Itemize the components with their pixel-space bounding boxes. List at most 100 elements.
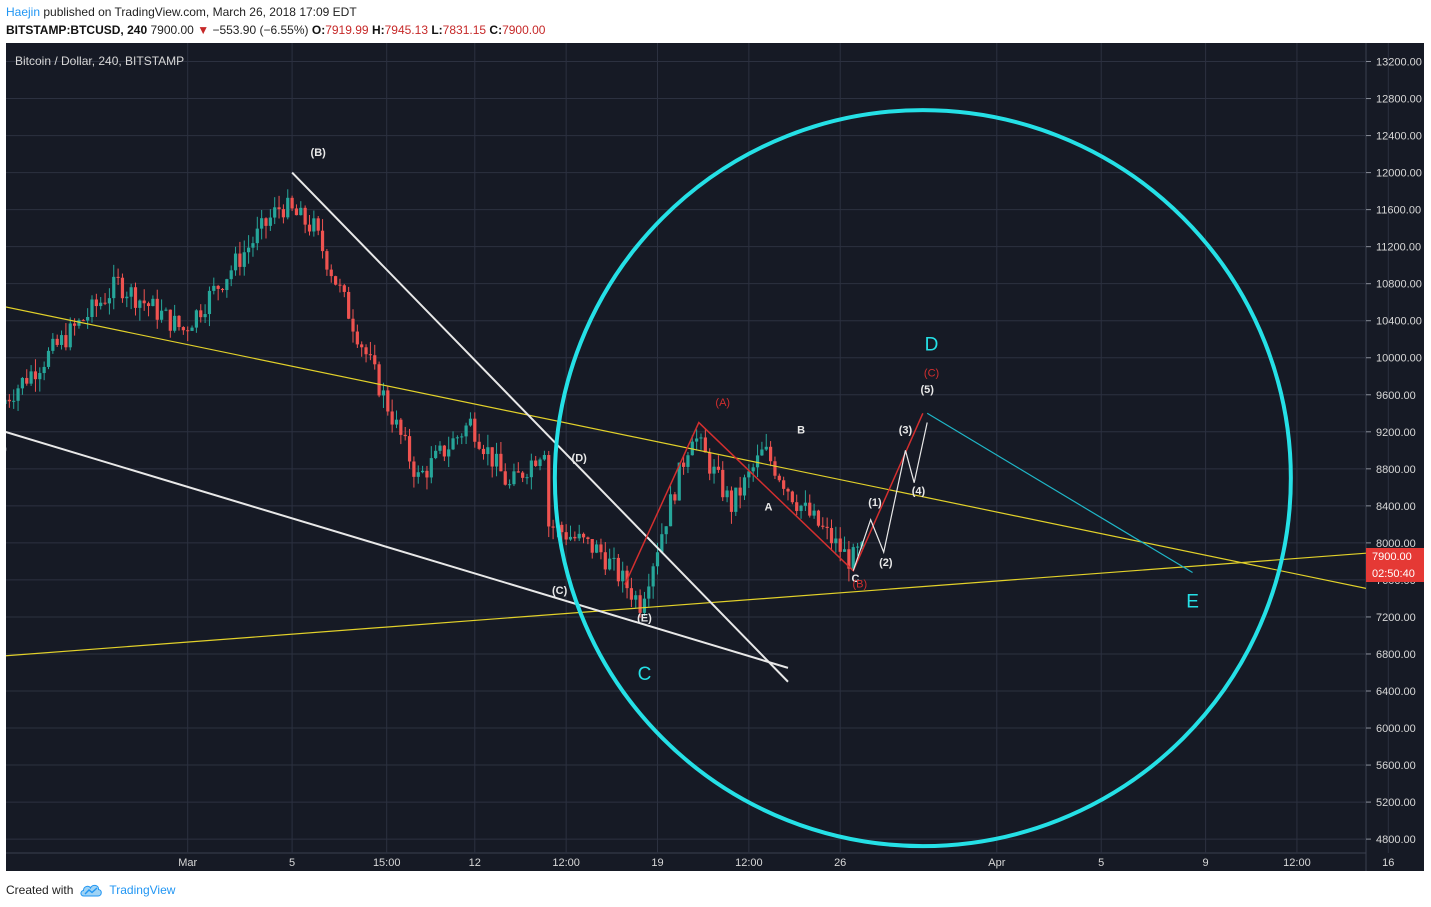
candle-body <box>103 302 107 304</box>
candle-body <box>212 285 216 291</box>
candle-body <box>181 327 185 331</box>
wave-label: D <box>925 334 939 355</box>
trend_upper-line[interactable] <box>6 306 1414 599</box>
wave-label: B <box>797 425 805 437</box>
cyan-projection-line[interactable] <box>926 412 1193 574</box>
candle-body <box>164 309 168 311</box>
price-tick-label: 10800.00 <box>1376 279 1422 291</box>
candle-body <box>399 419 403 435</box>
price-change: −553.90 (−6.55%) <box>212 23 309 37</box>
candle-body <box>734 487 738 512</box>
wave-labels: (B) (D) (C) (E)) A B C (1) (2) (3) (4) (5) (A) (B) (C)… <box>6 147 1199 685</box>
candle-body <box>264 218 268 226</box>
price-tick-label: 11200.00 <box>1376 242 1421 254</box>
down-arrow-icon: ▼ <box>197 23 210 37</box>
candle-body <box>303 207 307 225</box>
candle-body <box>516 471 520 473</box>
publish-line: Haejin published on TradingView.com, Mar… <box>6 4 1426 20</box>
candle-body <box>46 350 51 367</box>
candle-body <box>782 480 786 489</box>
high-value: 7945.13 <box>384 23 428 37</box>
countdown-label: 02:50:40 <box>1372 568 1415 580</box>
candle-body <box>177 315 181 328</box>
candle-body <box>608 558 612 570</box>
candle-body <box>351 318 355 332</box>
candle-body <box>460 436 464 438</box>
trend_lower-line[interactable] <box>6 547 1426 657</box>
candle-body <box>751 467 755 472</box>
candle-body <box>668 494 673 527</box>
candle-body <box>764 446 768 450</box>
tradingview-brand: TradingView <box>109 883 176 897</box>
grid-lines <box>6 43 1389 853</box>
candle-body <box>42 366 46 374</box>
candle-body <box>438 445 442 451</box>
candle-body <box>851 547 855 569</box>
candle-body <box>160 310 164 320</box>
tradingview-cloud-icon <box>80 884 103 897</box>
candle-body <box>812 510 816 516</box>
time-tick-labels: Mar515:001212:001912:0026Apr5912:001612:… <box>178 857 1394 869</box>
last-price-tag: 7900.00 02:50:40 <box>1366 548 1424 582</box>
candle-body <box>290 197 294 209</box>
candle-body <box>738 487 742 496</box>
drawing-overlays <box>6 108 1426 849</box>
tradingview-link[interactable]: TradingView <box>79 883 175 897</box>
candle-body <box>129 287 133 297</box>
wave-label: (2) <box>879 557 893 569</box>
wave-label: C <box>638 664 652 685</box>
candle-body <box>99 302 103 307</box>
candle-body <box>146 303 151 307</box>
candle-body <box>651 566 655 587</box>
time-tick-label: 12:00 <box>1283 857 1311 869</box>
candle-body <box>112 276 116 299</box>
candle-body <box>107 298 111 304</box>
candle-body <box>229 270 233 280</box>
price-tick-label: 12800.00 <box>1376 94 1422 106</box>
candle-body <box>699 437 703 439</box>
price-tick-label: 12000.00 <box>1376 168 1422 180</box>
time-tick-label: 16 <box>1382 857 1394 869</box>
candle-body <box>581 533 586 538</box>
candle-body <box>621 570 625 582</box>
candle-body <box>451 438 455 450</box>
price-chart[interactable]: (B) (D) (C) (E)) A B C (1) (2) (3) (4) (5) (A) (B) (C)… <box>6 43 1426 871</box>
time-tick-label: 19 <box>651 857 663 869</box>
price-axis[interactable] <box>1366 43 1424 871</box>
candle-body <box>834 538 838 544</box>
wedge-upper-line[interactable] <box>291 171 789 683</box>
candle-body <box>390 411 394 425</box>
candle-body <box>116 276 120 278</box>
price-tick-label: 6400.00 <box>1376 686 1416 698</box>
candle-body <box>373 355 377 365</box>
white-impulse-path[interactable] <box>852 422 928 571</box>
candle-body <box>425 470 429 478</box>
candle-body <box>586 537 590 540</box>
candle-body <box>829 527 834 544</box>
candle-body <box>190 327 194 331</box>
author-link[interactable]: Haejin <box>6 5 41 19</box>
price-tick-label: 7200.00 <box>1376 612 1416 624</box>
candle-body <box>716 466 720 470</box>
candle-body <box>155 298 159 320</box>
candle-body <box>477 441 481 449</box>
cyan-circle[interactable] <box>552 108 1293 849</box>
candle-body <box>790 491 794 503</box>
high-label: H: <box>371 23 385 37</box>
candle-body <box>268 217 272 226</box>
price-tick-label: 11600.00 <box>1376 205 1421 217</box>
candle-body <box>816 510 821 526</box>
time-axis[interactable] <box>6 853 1366 871</box>
candle-body <box>364 347 368 355</box>
candle-body <box>769 446 773 462</box>
wedge-lower-line[interactable] <box>6 431 789 669</box>
candle-body <box>94 299 98 307</box>
candle-body <box>568 536 573 540</box>
red-abc-path[interactable] <box>624 412 924 585</box>
candle-body <box>747 471 751 478</box>
candle-body <box>599 544 603 553</box>
candle-body <box>803 502 807 506</box>
candle-body <box>551 526 555 528</box>
candle-body <box>207 290 212 315</box>
candle-body <box>538 459 542 466</box>
